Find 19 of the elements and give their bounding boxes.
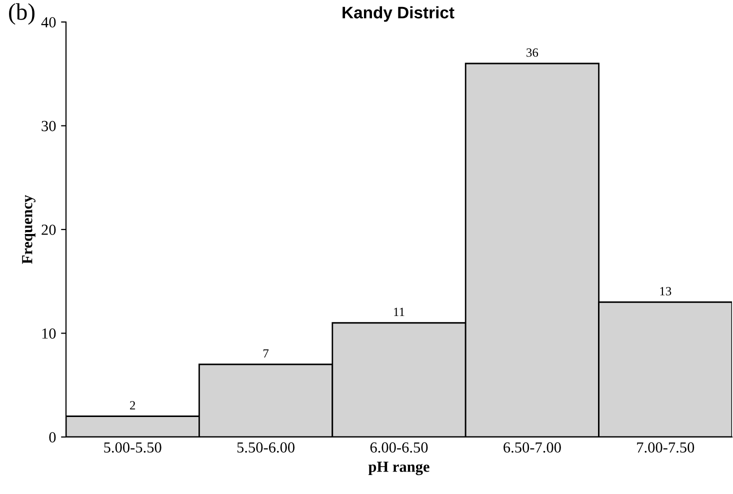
data-label: 13: [660, 287, 672, 296]
x-tick-label: 7.00-7.50: [637, 442, 694, 453]
y-tick-label: 0: [49, 432, 56, 442]
y-tick-label: 30: [42, 120, 56, 132]
data-label: 2: [130, 401, 136, 410]
data-label: 7: [264, 349, 269, 358]
x-tick-label: 5.00-5.50: [104, 442, 162, 453]
y-tick-label: 40: [41, 17, 56, 28]
x-tick-label: 6.00-6.50: [370, 442, 428, 453]
x-axis-title: pH range: [368, 462, 430, 476]
y-axis-title: Frequency: [22, 194, 36, 264]
text: (b): [9, 3, 34, 25]
x-tick-label: 5.50-6.00: [237, 442, 294, 453]
chart-title: Kandy District: [342, 6, 454, 22]
data-label: 11: [394, 308, 404, 316]
y-tick-label: 10: [42, 328, 56, 339]
y-tick-label: 20: [42, 224, 56, 235]
x-tick-label: 6.50-7.00: [504, 442, 561, 453]
data-label: 36: [526, 48, 538, 57]
